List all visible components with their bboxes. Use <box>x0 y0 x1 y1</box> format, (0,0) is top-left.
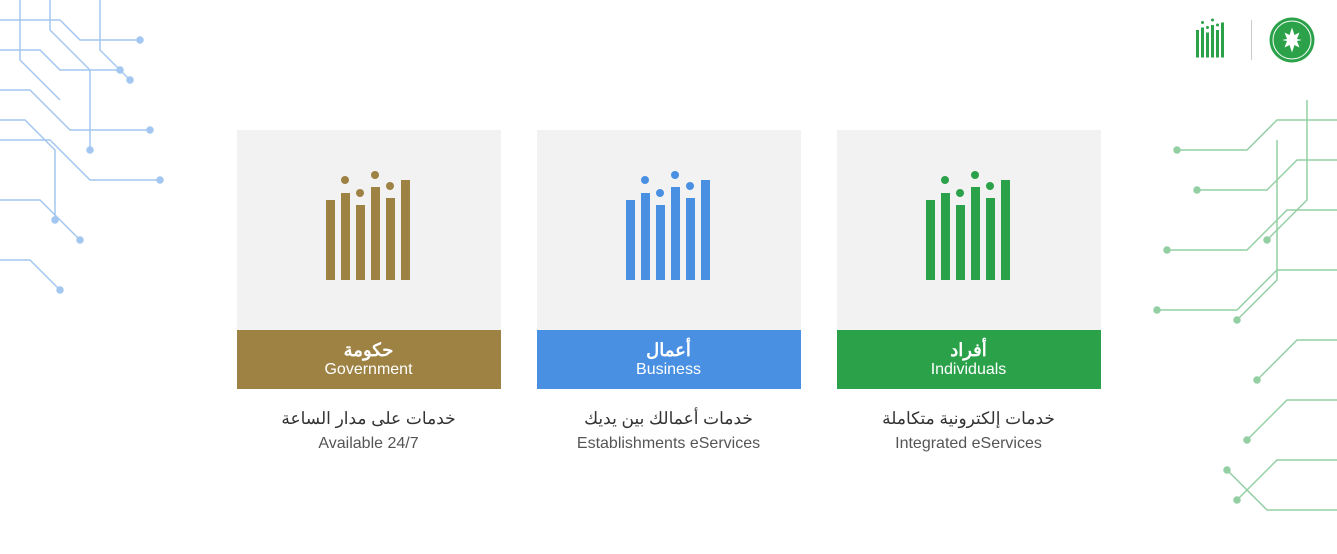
header <box>1186 15 1317 65</box>
business-card[interactable]: أعمال Business خدمات أعمالك بين يديك Est… <box>537 130 801 453</box>
header-divider <box>1251 20 1252 60</box>
individuals-subtitle: خدمات إلكترونية متكاملة Integrated eServ… <box>882 409 1055 453</box>
absher-individuals-icon <box>914 165 1024 295</box>
individuals-icon-area <box>837 130 1101 330</box>
business-subtitle: خدمات أعمالك بين يديك Establishments eSe… <box>577 409 760 453</box>
service-cards-container: حكومة Government خدمات على مدار الساعة A… <box>237 130 1101 453</box>
business-subtitle-ar: خدمات أعمالك بين يديك <box>577 409 760 429</box>
circuit-decoration-right <box>1097 0 1337 554</box>
individuals-label: أفراد Individuals <box>837 330 1101 389</box>
government-label: حكومة Government <box>237 330 501 389</box>
government-card[interactable]: حكومة Government خدمات على مدار الساعة A… <box>237 130 501 453</box>
government-icon-area <box>237 130 501 330</box>
government-subtitle-ar: خدمات على مدار الساعة <box>281 409 455 429</box>
government-subtitle-en: Available 24/7 <box>281 435 455 453</box>
individuals-label-en: Individuals <box>837 361 1101 379</box>
business-subtitle-en: Establishments eServices <box>577 435 760 453</box>
business-label: أعمال Business <box>537 330 801 389</box>
business-label-en: Business <box>537 361 801 379</box>
business-label-ar: أعمال <box>537 340 801 361</box>
absher-government-icon <box>314 165 424 295</box>
absher-business-icon <box>614 165 724 295</box>
business-icon-area <box>537 130 801 330</box>
government-label-en: Government <box>237 361 501 379</box>
government-label-ar: حكومة <box>237 340 501 361</box>
individuals-card[interactable]: أفراد Individuals خدمات إلكترونية متكامل… <box>837 130 1101 453</box>
government-subtitle: خدمات على مدار الساعة Available 24/7 <box>281 409 455 453</box>
individuals-subtitle-ar: خدمات إلكترونية متكاملة <box>882 409 1055 429</box>
saudi-emblem-icon <box>1267 15 1317 65</box>
individuals-subtitle-en: Integrated eServices <box>882 435 1055 453</box>
individuals-label-ar: أفراد <box>837 340 1101 361</box>
absher-logo-icon <box>1186 15 1236 65</box>
